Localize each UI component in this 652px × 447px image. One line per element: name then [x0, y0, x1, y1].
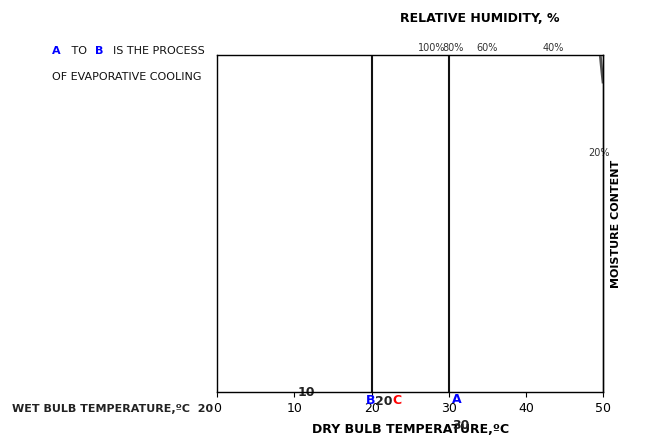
Text: 20%: 20% [588, 148, 610, 158]
Text: OF EVAPORATIVE COOLING: OF EVAPORATIVE COOLING [52, 72, 201, 82]
Text: RELATIVE HUMIDITY, %: RELATIVE HUMIDITY, % [400, 12, 559, 25]
Text: A: A [452, 393, 462, 406]
Text: WET BULB TEMPERATURE,ºC  20: WET BULB TEMPERATURE,ºC 20 [12, 404, 213, 414]
X-axis label: DRY BULB TEMPERATURE,ºC: DRY BULB TEMPERATURE,ºC [312, 423, 509, 436]
Text: 100%: 100% [418, 43, 445, 53]
Text: B: B [365, 394, 375, 407]
Text: 80%: 80% [442, 43, 464, 53]
Text: 10: 10 [297, 386, 315, 399]
Text: IS THE PROCESS: IS THE PROCESS [106, 46, 205, 55]
Text: 40%: 40% [542, 43, 563, 53]
Text: A: A [52, 46, 61, 55]
Text: 30: 30 [452, 419, 469, 432]
Text: TO: TO [68, 46, 91, 55]
Text: B: B [95, 46, 103, 55]
Y-axis label: MOISTURE CONTENT: MOISTURE CONTENT [612, 159, 621, 287]
Text: 20: 20 [375, 395, 392, 408]
Text: 60%: 60% [477, 43, 498, 53]
Text: C: C [392, 394, 401, 407]
